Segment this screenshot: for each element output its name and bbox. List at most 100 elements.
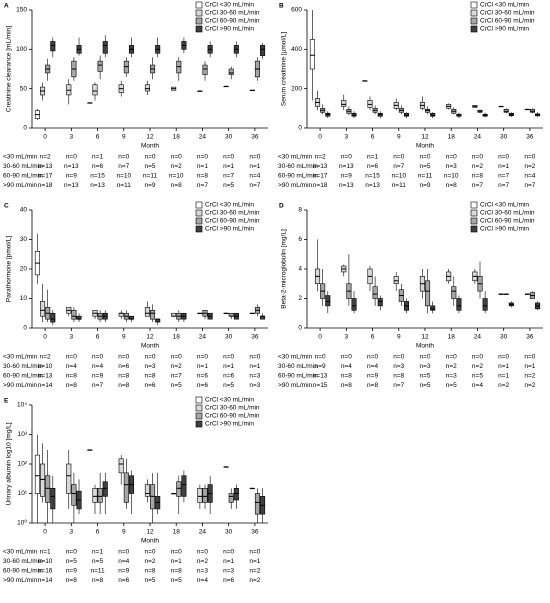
y-axis-label: Serum creatinine [µmol/L] [281,32,288,106]
x-tick-label: 6 [96,529,100,536]
box [144,307,150,317]
legend-swatch [195,217,203,225]
n-table-count: n=6 [367,163,378,170]
n-table-count: n=0 [393,354,404,361]
x-axis-label: Month [141,143,159,150]
box [40,463,46,497]
n-table-count: n=5 [66,558,77,565]
x-axis-label: Month [141,538,159,545]
legend-swatch [470,17,478,25]
n-table-count: n=8 [171,182,182,189]
n-table-row-label: 30-60 mL/min [3,558,43,565]
n-table-count: n=6 [223,373,234,380]
n-table-count: n=0 [472,154,483,161]
y-axis-label: Creatinine clearance [mL/min] [6,26,13,113]
n-table-count: n=5 [171,382,182,389]
x-tick-label: 6 [96,334,100,341]
n-table-count: n=3 [249,373,260,380]
x-tick-label: 30 [500,134,508,141]
n-table-count: n=0 [315,354,326,361]
n-table-count: n=3 [393,363,404,370]
n-table-count: n=0 [171,154,182,161]
n-table-count: n=6 [144,382,155,389]
n-table-count: n=2 [524,373,535,380]
n-table-count: n=9 [66,173,77,180]
n-table-count: n=0 [144,549,155,556]
x-tick-label: 18 [448,334,456,341]
n-table-count: n=1 [197,363,208,370]
legend-label: CrCl 30-60 mL/min [480,10,535,17]
n-table-count: n=8 [367,382,378,389]
legend-label: CrCl 60-90 mL/min [480,218,535,225]
n-table-count: n=17 [38,173,53,180]
n-table-count: n=11 [90,568,105,575]
n-table-count: n=3 [197,568,208,575]
n-table-count: n=8 [341,373,352,380]
box [118,458,124,474]
box [176,481,182,497]
box [425,280,431,307]
n-table-count: n=8 [92,577,103,584]
n-table-count: n=9 [66,568,77,575]
n-table-count: n=0 [498,154,509,161]
n-table-count: n=5 [446,382,457,389]
legend-swatch [195,396,203,404]
box [71,309,77,320]
x-tick-label: 6 [371,134,375,141]
n-table-count: n=4 [118,558,129,565]
legend-label: CrCl <30 mL/min [205,202,254,209]
n-table-count: n=0 [223,154,234,161]
n-table-count: n=2 [171,163,182,170]
x-tick-label: 0 [43,529,47,536]
n-table-count: n=3 [223,568,234,575]
n-table-count: n=8 [472,173,483,180]
box [181,475,187,497]
n-table-count: n=5 [223,382,234,389]
x-tick-label: 30 [500,334,508,341]
n-table-count: n=2 [446,363,457,370]
n-table-row-label: >90 mL/min [278,382,313,389]
n-table-count: n=3 [446,163,457,170]
n-table-count: n=0 [144,354,155,361]
n-table-count: n=8 [118,373,129,380]
n-table-count: n=4 [92,363,103,370]
y-tick-label: 10⁴ [17,402,27,409]
n-table-count: n=4 [341,363,352,370]
n-table-count: n=15 [90,173,105,180]
legend-swatch [195,225,203,233]
n-table-count: n=5 [92,558,103,565]
y-tick-label: 4 [298,266,302,273]
y-tick-label: 200 [291,85,302,92]
n-table-count: n=2 [472,163,483,170]
box [97,488,103,503]
n-table-count: n=2 [249,568,260,575]
x-tick-label: 9 [397,334,401,341]
n-table-count: n=7 [118,163,129,170]
n-table-row-label: >90 mL/min [3,182,38,189]
n-table-count: n=8 [341,382,352,389]
n-table-count: n=0 [171,354,182,361]
n-table-count: n=5 [171,577,182,584]
y-axis-label: Beta-2-microglobulin [mg/L] [281,229,288,309]
legend-swatch [470,25,478,33]
x-tick-label: 18 [448,134,456,141]
box [102,481,108,497]
n-table-count: n=5 [472,373,483,380]
n-table-count: n=14 [38,382,53,389]
n-table-count: n=9 [92,373,103,380]
n-table-count: n=0 [144,154,155,161]
n-table-count: n=0 [66,154,77,161]
x-tick-label: 24 [199,134,207,141]
n-table-count: n=1 [498,163,509,170]
box [377,298,383,307]
legend-label: CrCl 30-60 mL/min [480,210,535,217]
n-table-count: n=18 [313,182,328,189]
n-table-row-label: <30 mL/min [3,549,38,556]
n-table-count: n=3 [249,382,260,389]
n-table-count: n=10 [169,173,184,180]
n-table-row-label: <30 mL/min [278,154,313,161]
x-tick-label: 0 [318,134,322,141]
n-table-count: n=0 [249,549,260,556]
n-table-count: n=5 [419,373,430,380]
x-tick-label: 12 [421,134,429,141]
